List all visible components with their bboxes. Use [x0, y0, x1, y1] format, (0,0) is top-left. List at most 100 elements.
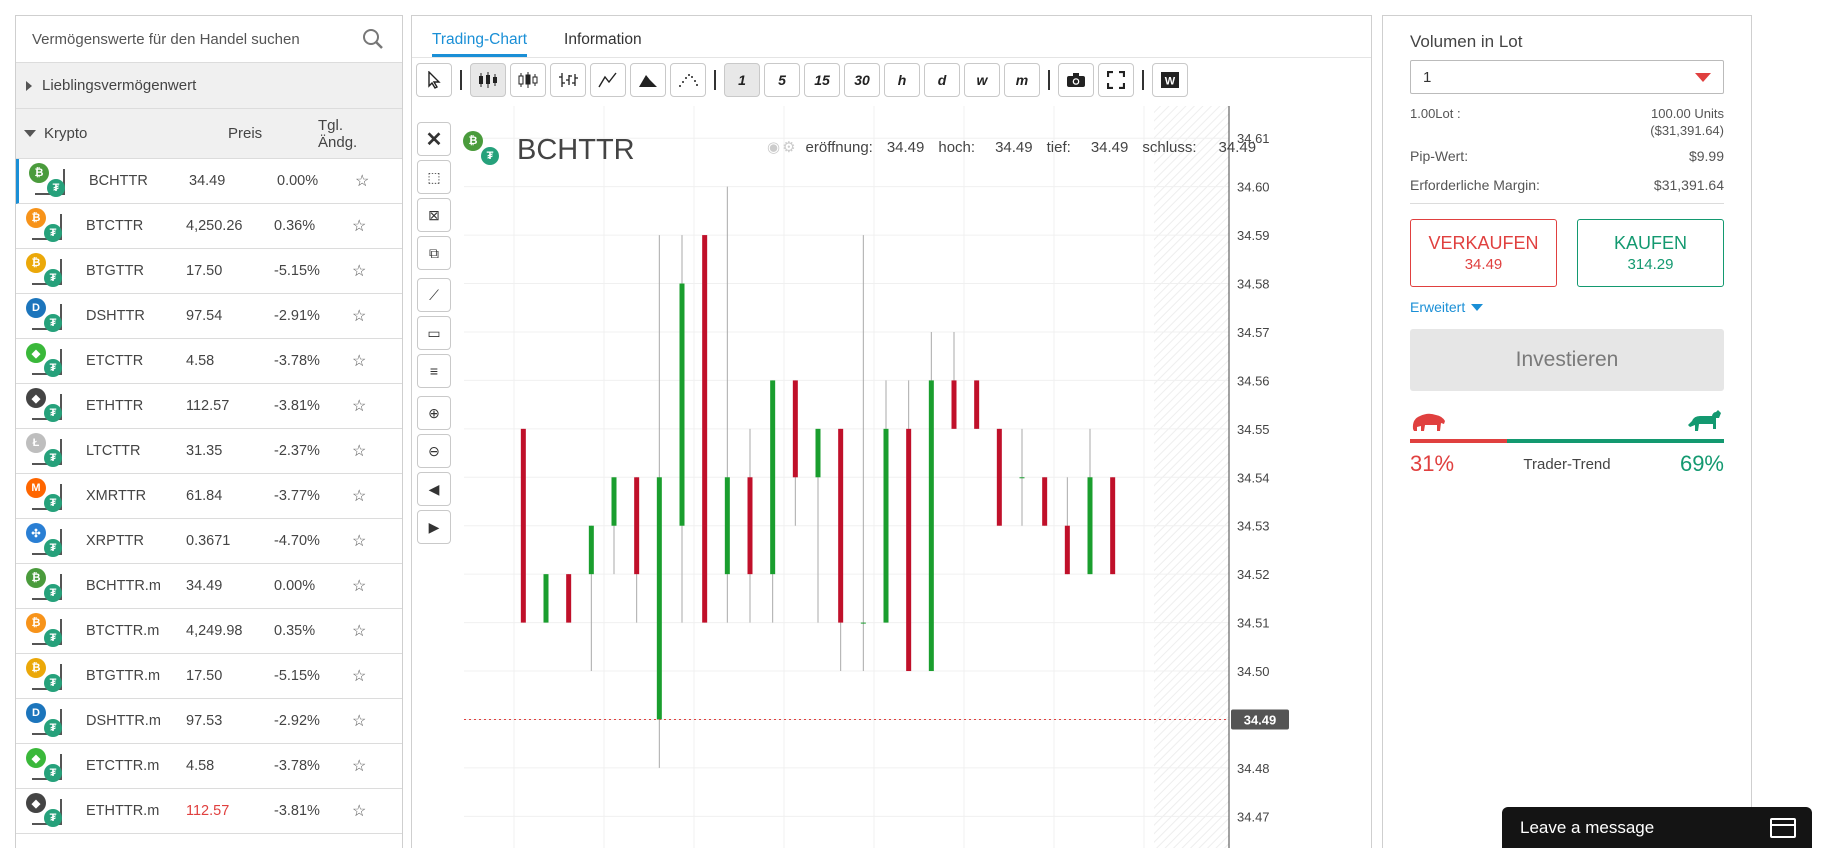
- asset-name: ETHTTR.m: [86, 803, 160, 819]
- asset-row[interactable]: D ₮ DSHTTR.m 97.53 -2.92% ☆: [16, 699, 402, 744]
- margin-value: $31,391.64: [1653, 177, 1724, 193]
- asset-change: -2.37%: [274, 443, 320, 459]
- price-tick-label: 34.59: [1237, 228, 1270, 243]
- scroll-right-button[interactable]: ▶: [417, 510, 451, 544]
- price-tick-label: 34.57: [1237, 325, 1270, 340]
- star-icon[interactable]: ☆: [352, 533, 367, 550]
- interval-button[interactable]: h: [884, 63, 920, 97]
- star-icon[interactable]: ☆: [352, 488, 367, 505]
- trendline-icon: ⟋: [429, 286, 439, 303]
- buy-button[interactable]: KAUFEN 314.29: [1577, 219, 1724, 287]
- delete-drawings-button[interactable]: ⊠: [417, 198, 451, 232]
- area-chart-button[interactable]: [630, 63, 666, 97]
- asset-row[interactable]: ₿ ₮ BCHTTR.m 34.49 0.00% ☆: [16, 564, 402, 609]
- asset-row[interactable]: ₿ ₮ BTCTTR 4,250.26 0.36% ☆: [16, 204, 402, 249]
- asset-row[interactable]: Ł ₮ LTCTTR 31.35 -2.37% ☆: [16, 429, 402, 474]
- tether-icon: ₮: [44, 494, 62, 512]
- search-icon[interactable]: [362, 28, 384, 50]
- star-icon[interactable]: ☆: [352, 443, 367, 460]
- asset-name: LTCTTR: [86, 443, 141, 459]
- star-icon[interactable]: ☆: [352, 398, 367, 415]
- arrow-right-icon: ▶: [428, 518, 440, 535]
- asset-price: 97.53: [186, 713, 223, 729]
- clone-drawing-button[interactable]: ⧉: [417, 236, 451, 270]
- fullscreen-button[interactable]: [1098, 63, 1134, 97]
- asset-icon: ₿ ₮: [29, 163, 69, 199]
- zoom-out-button[interactable]: ⊖: [417, 434, 451, 468]
- crypto-group-header[interactable]: Krypto Preis Tgl. Ändg.: [16, 109, 402, 159]
- price-chart[interactable]: 34.61 34.60 34.59 34.58 34.57 34.56 34.55 34.54…: [464, 106, 1372, 848]
- hollow-candle-icon: [518, 72, 538, 88]
- asset-price: 34.49: [189, 173, 226, 189]
- asset-row[interactable]: ₿ ₮ BTGTTR 17.50 -5.15% ☆: [16, 249, 402, 294]
- zoom-in-button[interactable]: ⊕: [417, 396, 451, 430]
- horizontal-lines-button[interactable]: ≡: [417, 354, 451, 388]
- candle-body: [747, 477, 753, 575]
- sell-button[interactable]: VERKAUFEN 34.49: [1410, 219, 1557, 287]
- asset-row[interactable]: ₿ ₮ BTCTTR.m 4,249.98 0.35% ☆: [16, 609, 402, 654]
- favorites-group[interactable]: Lieblingsvermögenwert: [16, 63, 402, 109]
- star-icon[interactable]: ☆: [352, 578, 367, 595]
- watermark-button[interactable]: W: [1152, 63, 1188, 97]
- tab-trading-chart[interactable]: Trading-Chart: [432, 31, 528, 57]
- candle-body: [656, 477, 662, 720]
- screenshot-button[interactable]: [1058, 63, 1094, 97]
- star-icon[interactable]: ☆: [352, 803, 367, 820]
- change-column-header: Tgl. Ändg.: [318, 116, 358, 151]
- tab-information[interactable]: Information: [564, 31, 642, 48]
- star-icon[interactable]: ☆: [352, 218, 367, 235]
- chat-widget[interactable]: Leave a message: [1502, 807, 1812, 848]
- ohlc-bar-button[interactable]: [550, 63, 586, 97]
- dot-chart-button[interactable]: [670, 63, 706, 97]
- close-value: 34.49: [1218, 139, 1257, 156]
- candlestick-chart-button[interactable]: [470, 63, 506, 97]
- pointer-tool-button[interactable]: [416, 63, 452, 97]
- star-icon[interactable]: ☆: [352, 758, 367, 775]
- candle-body: [588, 525, 594, 575]
- advanced-toggle[interactable]: Erweitert: [1410, 299, 1724, 315]
- interval-button[interactable]: d: [924, 63, 960, 97]
- asset-row[interactable]: ◆ ₮ ETHTTR 112.57 -3.81% ☆: [16, 384, 402, 429]
- interval-button[interactable]: w: [964, 63, 1000, 97]
- open-label: eröffnung:: [805, 139, 873, 156]
- asset-row[interactable]: ✣ ₮ XRPTTR 0.3671 -4.70% ☆: [16, 519, 402, 564]
- interval-button[interactable]: 5: [764, 63, 800, 97]
- asset-row[interactable]: ₿ ₮ BCHTTR 34.49 0.00% ☆: [16, 159, 402, 204]
- asset-row[interactable]: ◆ ₮ ETCTTR.m 4.58 -3.78% ☆: [16, 744, 402, 789]
- rectangle-tool-button[interactable]: ▭: [417, 316, 451, 350]
- interval-button[interactable]: m: [1004, 63, 1040, 97]
- volume-select[interactable]: 1: [1410, 60, 1724, 94]
- asset-row[interactable]: ₿ ₮ BTGTTR.m 17.50 -5.15% ☆: [16, 654, 402, 699]
- asset-row[interactable]: D ₮ DSHTTR 97.54 -2.91% ☆: [16, 294, 402, 339]
- close-drawing-button[interactable]: ✕: [417, 122, 451, 156]
- invest-button[interactable]: Investieren: [1410, 329, 1724, 391]
- scroll-left-button[interactable]: ◀: [417, 472, 451, 506]
- asset-row[interactable]: ◆ ₮ ETCTTR 4.58 -3.78% ☆: [16, 339, 402, 384]
- interval-button[interactable]: 1: [724, 63, 760, 97]
- interval-button[interactable]: 30: [844, 63, 880, 97]
- pip-label: Pip-Wert:: [1410, 148, 1469, 164]
- ohlc-bar-icon: [559, 73, 578, 87]
- trendline-tool-button[interactable]: ⟋: [417, 278, 451, 312]
- select-drawing-button[interactable]: ⬚: [417, 160, 451, 194]
- candle-body: [702, 235, 708, 623]
- asset-row[interactable]: ◆ ₮ ETHTTR.m 112.57 -3.81% ☆: [16, 789, 402, 834]
- search-input[interactable]: Vermögenswerte für den Handel suchen: [32, 30, 300, 48]
- star-icon[interactable]: ☆: [352, 623, 367, 640]
- star-icon[interactable]: ☆: [352, 353, 367, 370]
- star-icon[interactable]: ☆: [355, 173, 370, 190]
- star-icon[interactable]: ☆: [352, 308, 367, 325]
- line-chart-button[interactable]: [590, 63, 626, 97]
- star-icon[interactable]: ☆: [352, 263, 367, 280]
- asset-icon: ₿ ₮: [26, 613, 66, 649]
- asset-search[interactable]: Vermögenswerte für den Handel suchen: [16, 16, 402, 63]
- hollow-candle-button[interactable]: [510, 63, 546, 97]
- interval-button[interactable]: 15: [804, 63, 840, 97]
- favorites-label: Lieblingsvermögenwert: [42, 77, 197, 94]
- asset-row[interactable]: M ₮ XMRTTR 61.84 -3.77% ☆: [16, 474, 402, 519]
- star-icon[interactable]: ☆: [352, 668, 367, 685]
- drawing-tools: ✕ ⬚ ⊠ ⧉ ⟋ ▭ ≡ ⊕ ⊖ ◀ ▶: [417, 122, 453, 548]
- candle-body: [792, 380, 798, 478]
- star-icon[interactable]: ☆: [352, 713, 367, 730]
- asset-icon: Ł ₮: [26, 433, 66, 469]
